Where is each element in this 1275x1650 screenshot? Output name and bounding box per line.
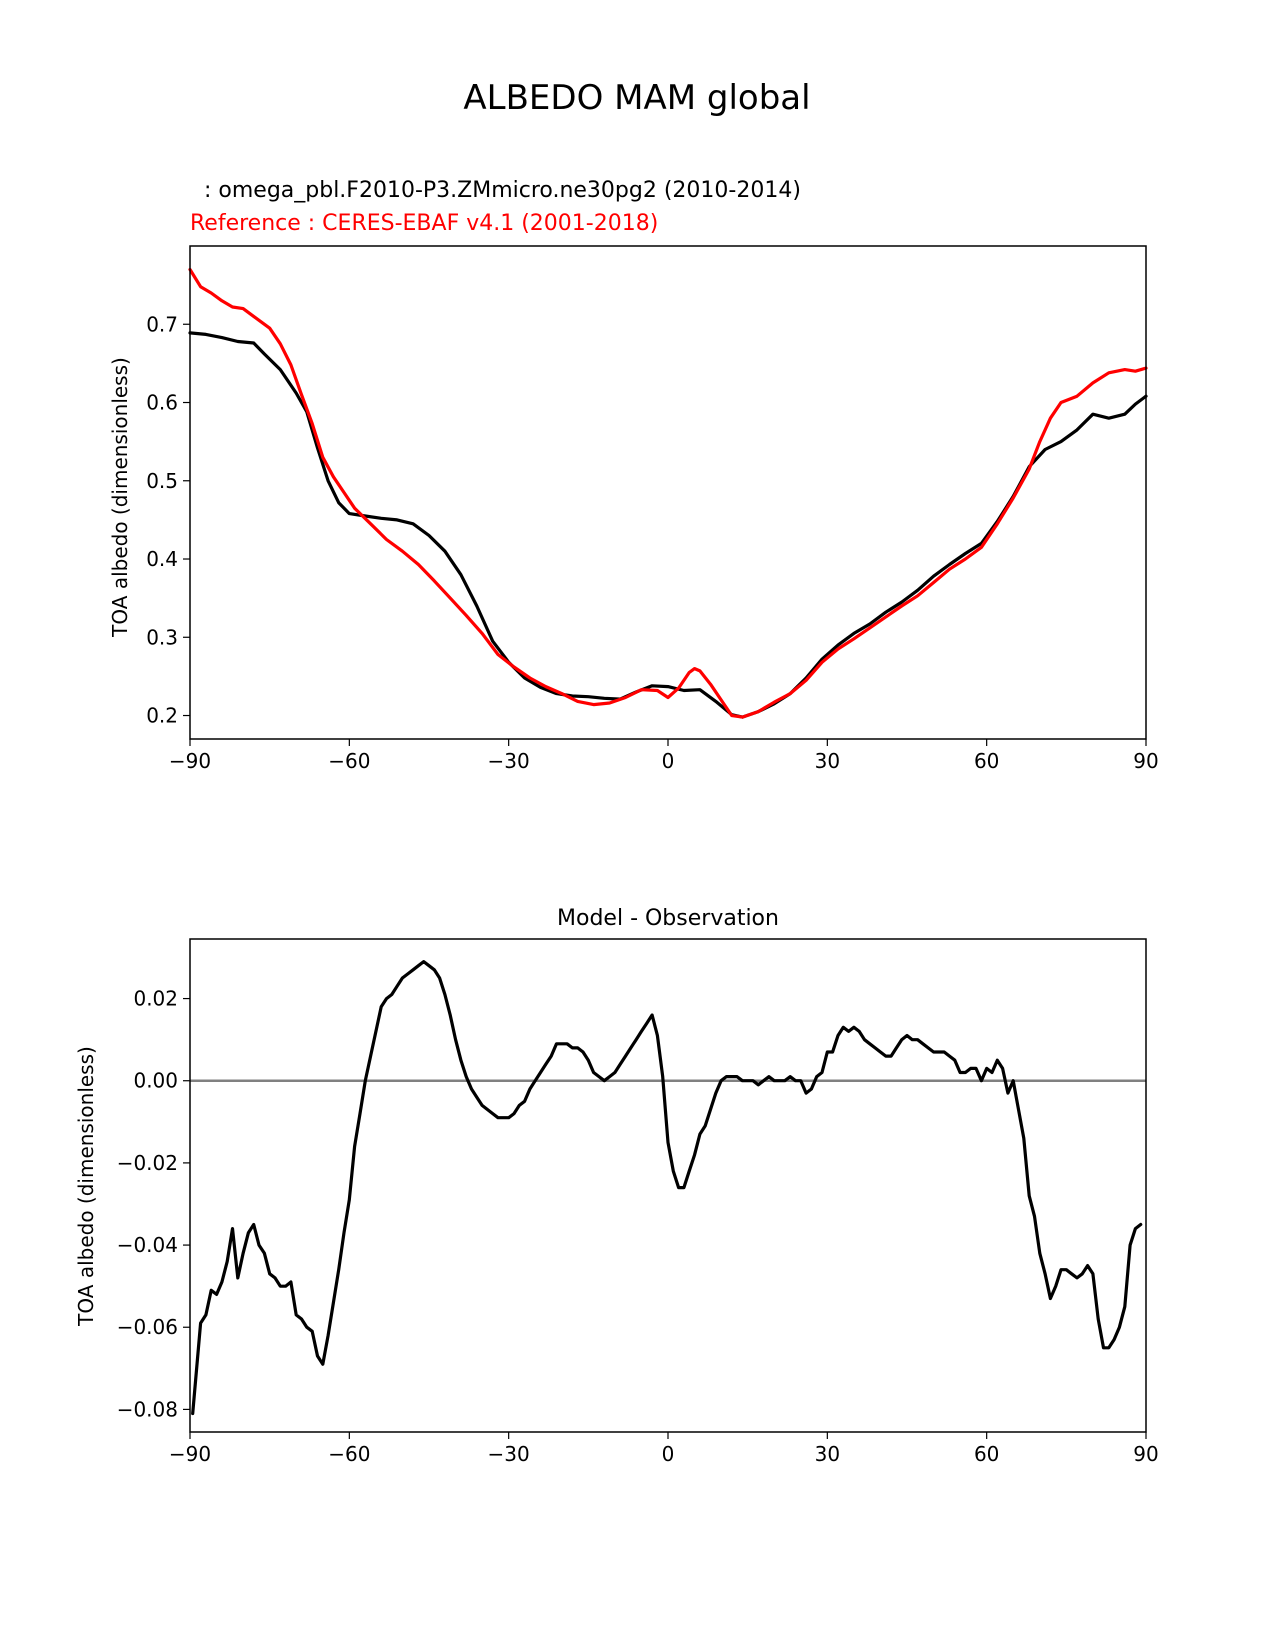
x-tick-label: 0 xyxy=(662,749,675,773)
y-tick-label: −0.08 xyxy=(117,1397,178,1421)
figure-title: ALBEDO MAM global xyxy=(463,78,810,118)
x-tick-label: −30 xyxy=(488,749,530,773)
series-lines xyxy=(188,267,1148,719)
y-tick-label: −0.06 xyxy=(117,1315,178,1339)
difference-title: Model - Observation xyxy=(557,906,779,931)
y-axis-label: TOA albedo (dimensionless) xyxy=(74,1046,98,1327)
y-tick-label: 0.3 xyxy=(146,625,178,649)
x-tick-label: 60 xyxy=(974,1442,999,1466)
y-axis-label: TOA albedo (dimensionless) xyxy=(108,357,132,638)
x-tick-label: 90 xyxy=(1133,1442,1158,1466)
reference-series-line xyxy=(188,267,1148,719)
test-series-line xyxy=(188,331,1148,719)
x-tick-label: 60 xyxy=(974,749,999,773)
y-tick-label: 0.00 xyxy=(133,1069,178,1093)
y-tick-label: 0.02 xyxy=(133,987,178,1011)
y-tick-label: 0.7 xyxy=(146,312,178,336)
y-tick-label: 0.4 xyxy=(146,547,178,571)
x-tick-label: 90 xyxy=(1133,749,1158,773)
x-tick-label: 0 xyxy=(662,1442,675,1466)
x-tick-label: 30 xyxy=(815,1442,840,1466)
y-tick-label: −0.04 xyxy=(117,1233,178,1257)
plot-frame xyxy=(189,938,1147,1433)
plot-frame xyxy=(189,245,1147,740)
y-tick-label: 0.6 xyxy=(146,391,178,415)
difference-panel: Model - Observation TOA albedo (dimensio… xyxy=(74,906,1159,1466)
x-tick-label: −60 xyxy=(328,749,370,773)
series-lines xyxy=(190,960,1146,1416)
x-tick-label: −30 xyxy=(488,1442,530,1466)
x-tick-label: 30 xyxy=(815,749,840,773)
y-tick-label: −0.02 xyxy=(117,1151,178,1175)
axis-ticks: −90 −60 −30 0 30 60 90 −0.08 −0.06 −0.04 −0.02 0.00… xyxy=(117,987,1159,1466)
difference-series-line xyxy=(191,960,1143,1416)
test-case-label: : omega_pbl.F2010-P3.ZMmicro.ne30pg2 (20… xyxy=(190,178,801,203)
y-tick-label: 0.5 xyxy=(146,469,178,493)
x-tick-label: −90 xyxy=(169,1442,211,1466)
x-tick-label: −90 xyxy=(169,749,211,773)
y-tick-label: 0.2 xyxy=(146,704,178,728)
x-tick-label: −60 xyxy=(328,1442,370,1466)
albedo-zonal-mean-panel: : omega_pbl.F2010-P3.ZMmicro.ne30pg2 (20… xyxy=(108,178,1159,773)
axis-ticks: −90 −60 −30 0 30 60 90 0.2 0.3 0.4 0.5 0.6 0.7 xyxy=(146,312,1159,773)
reference-label: Reference : CERES-EBAF v4.1 (2001-2018) xyxy=(190,211,658,236)
